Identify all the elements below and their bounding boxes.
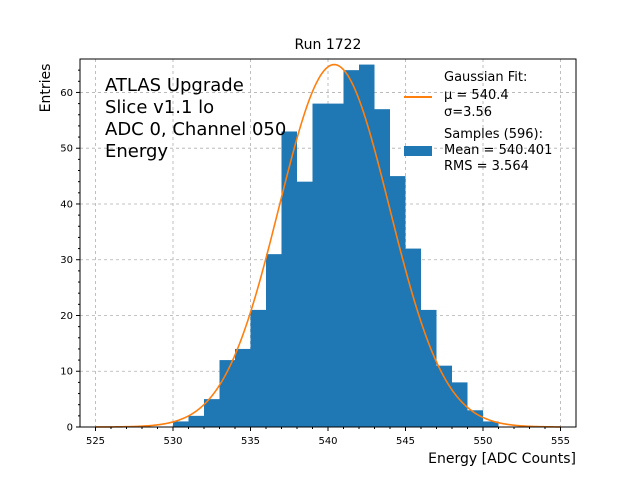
y-tick-label: 10 <box>60 367 73 378</box>
histogram-bar <box>359 64 375 428</box>
histogram-bar <box>328 103 344 427</box>
legend: Gaussian Fit: μ = 540.4 σ=3.56 Samples (… <box>404 70 552 174</box>
legend-samples-swatch <box>404 146 432 156</box>
y-tick-label: 0 <box>67 423 73 434</box>
legend-fit-line-3: σ=3.56 <box>444 105 492 120</box>
x-tick-label: 525 <box>86 436 105 447</box>
histogram-bar <box>421 309 437 427</box>
x-tick-label: 545 <box>396 436 415 447</box>
legend-samples-line-3: RMS = 3.564 <box>444 159 529 174</box>
chart-title: Run 1722 <box>295 37 362 53</box>
legend-samples-line-2: Mean = 540.401 <box>444 143 552 158</box>
y-tick-label: 60 <box>60 88 73 99</box>
legend-samples-line-1: Samples (596): <box>444 127 543 142</box>
histogram-bar <box>483 421 499 427</box>
x-tick-label: 535 <box>241 436 260 447</box>
annotation-line-3: ADC 0, Channel 050 <box>105 119 286 140</box>
histogram-bar <box>219 360 235 427</box>
histogram-bar <box>436 365 452 427</box>
axis-ticks: 525 530 535 540 545 550 555 0 10 20 30 40 50 60 <box>60 69 570 447</box>
histogram-bar <box>343 70 359 427</box>
histogram-bar <box>390 176 406 427</box>
histogram-bar <box>452 382 468 427</box>
histogram-bar <box>250 309 266 427</box>
x-axis-label: Energy [ADC Counts] <box>428 451 576 467</box>
histogram-bar <box>281 131 297 427</box>
gaussian-fit-curve <box>95 63 561 428</box>
histogram-bar <box>312 103 328 427</box>
annotation-line-2: Slice v1.1 lo <box>105 97 214 118</box>
fit-curve-path <box>95 63 561 428</box>
y-axis-label: Entries <box>38 64 54 113</box>
histogram-bar <box>297 181 313 427</box>
histogram-bar <box>405 248 421 427</box>
legend-fit-line-2: μ = 540.4 <box>444 88 509 103</box>
annotation-block: ATLAS Upgrade Slice v1.1 lo ADC 0, Chann… <box>105 75 286 162</box>
legend-fit-line-1: Gaussian Fit: <box>444 70 527 85</box>
x-tick-label: 550 <box>473 436 492 447</box>
histogram-bar <box>266 254 282 427</box>
y-tick-label: 50 <box>60 144 73 155</box>
y-tick-label: 30 <box>60 255 73 266</box>
histogram-bars <box>173 64 499 428</box>
histogram-bar <box>204 399 220 427</box>
histogram-bar <box>467 410 483 427</box>
histogram-bar <box>173 421 189 427</box>
histogram-bar <box>188 415 204 427</box>
histogram-bar <box>374 109 390 427</box>
y-tick-label: 40 <box>60 199 73 210</box>
histogram-bar <box>235 348 251 427</box>
x-tick-label: 530 <box>163 436 182 447</box>
annotation-line-4: Energy <box>105 141 168 162</box>
annotation-line-1: ATLAS Upgrade <box>105 75 244 96</box>
x-tick-label: 540 <box>318 436 337 447</box>
y-tick-label: 20 <box>60 311 73 322</box>
x-tick-label: 555 <box>551 436 570 447</box>
